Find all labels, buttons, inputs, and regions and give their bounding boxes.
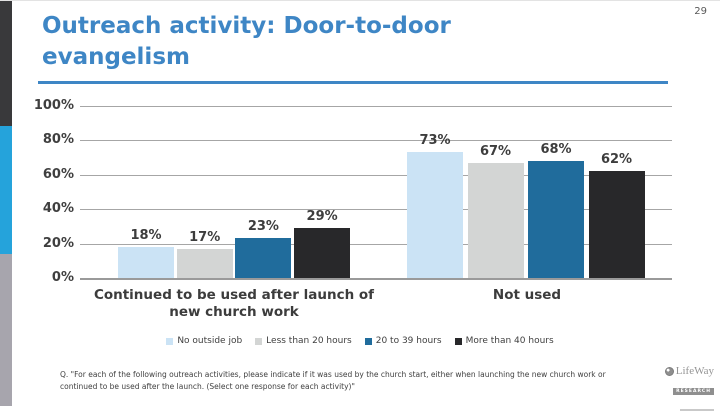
legend-item: Less than 20 hours	[255, 336, 352, 346]
slide-title: Outreach activity: Door-to-door evangeli…	[42, 13, 451, 70]
legend-item: No outside job	[166, 336, 242, 346]
bar-value-label: 18%	[130, 228, 162, 244]
legend-item: More than 40 hours	[454, 336, 554, 346]
gridline	[80, 243, 672, 245]
x-category-label-continued: Continued to be used after launch of new…	[93, 287, 375, 320]
lifeway-research-logo: LifeWay RESEARCH	[650, 365, 714, 415]
y-axis-tick: 0%	[51, 270, 74, 285]
y-axis-tick: 80%	[42, 132, 74, 148]
bar-less-than-20-hours	[467, 162, 524, 278]
title-underline	[38, 81, 668, 84]
gridline	[80, 140, 672, 142]
gridline	[80, 278, 672, 280]
y-axis-tick: 100%	[33, 98, 74, 113]
bar-value-label: 29%	[306, 209, 338, 225]
legend-swatch-icon	[255, 337, 263, 345]
strip-segment-blue	[0, 126, 12, 254]
legend-swatch-icon	[454, 337, 462, 345]
bar-value-label: 68%	[540, 142, 572, 158]
gridline	[80, 174, 672, 176]
logo-brand-text: LifeWay	[675, 365, 714, 377]
globe-icon	[664, 366, 674, 376]
strip-segment-gray	[0, 254, 12, 406]
logo-tagline-placeholder	[680, 409, 714, 411]
x-category-label-not-used: Not used	[492, 287, 562, 303]
legend-label: 20 to 39 hours	[375, 336, 442, 346]
legend-label: Less than 20 hours	[266, 336, 352, 346]
legend-label: More than 40 hours	[465, 336, 554, 346]
bar-value-label: 67%	[479, 143, 512, 159]
gridline	[80, 209, 672, 211]
logo-research-badge: RESEARCH	[673, 388, 714, 395]
bar-no-outside-job	[407, 152, 463, 278]
y-axis-tick: 40%	[42, 201, 74, 217]
survey-question-footnote: Q. "For each of the following outreach a…	[60, 370, 606, 391]
bar-value-label: 73%	[419, 133, 451, 149]
bar-value-label: 62%	[600, 152, 633, 168]
legend-swatch-icon	[364, 337, 372, 345]
bar-less-than-20-hours	[176, 248, 233, 278]
bar-value-label: 23%	[247, 219, 279, 235]
legend-label: No outside job	[177, 336, 243, 346]
bar-chart-plot-area: 18% 17% 23% 29% 73% 67% 68% 62%	[80, 106, 672, 280]
left-accent-strip	[0, 1, 12, 406]
legend-swatch-icon	[166, 337, 174, 345]
y-axis-tick: 60%	[42, 166, 74, 182]
bar-value-label: 17%	[189, 229, 221, 245]
chart-legend: No outside job Less than 20 hours 20 to 39…	[0, 336, 720, 346]
bar-20-to-39-hours	[528, 161, 584, 278]
legend-item: 20 to 39 hours	[364, 336, 442, 346]
gridline	[80, 106, 672, 107]
bar-no-outside-job	[118, 247, 174, 278]
bar-20-to-39-hours	[235, 238, 292, 278]
strip-segment-dark	[0, 1, 12, 126]
bar-more-than-40-hours	[294, 228, 351, 278]
y-axis-tick: 20%	[42, 235, 74, 251]
page-number: 29	[694, 6, 707, 17]
bar-more-than-40-hours	[588, 171, 645, 278]
